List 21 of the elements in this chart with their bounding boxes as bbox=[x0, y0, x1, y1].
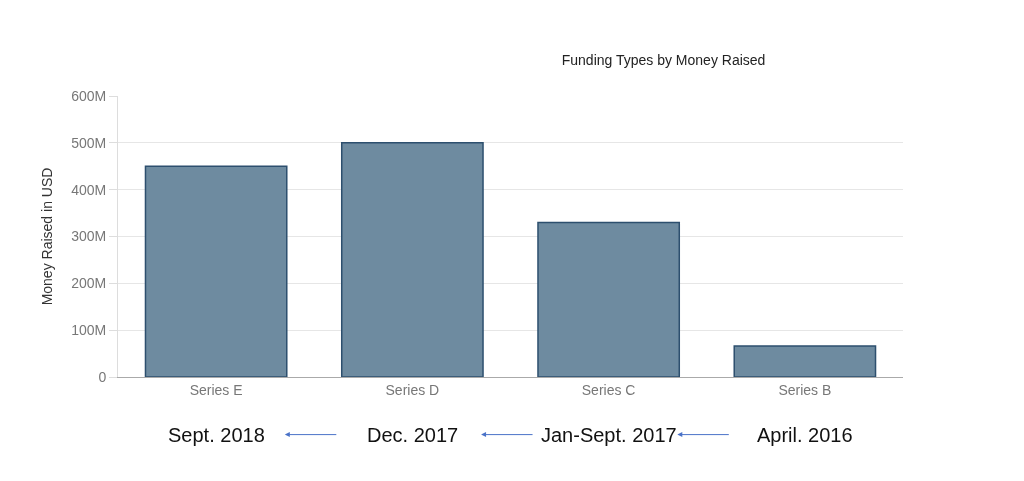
bar bbox=[340, 142, 484, 377]
y-tick-label: 200M bbox=[71, 275, 107, 292]
x-tick-label: Series E bbox=[189, 381, 243, 398]
text: Dec. 2017 bbox=[367, 424, 459, 446]
text: April. 2016 bbox=[757, 424, 853, 446]
text: Sept. 2018 bbox=[168, 424, 265, 446]
x-tick-label: Series C bbox=[581, 381, 636, 398]
chart-title: Funding Types by Money Raised bbox=[561, 52, 766, 69]
y-tick-label: 500M bbox=[71, 134, 107, 151]
bar bbox=[144, 165, 288, 377]
y-axis-title: Money Raised in USD bbox=[38, 167, 55, 306]
y-tick-label: 300M bbox=[71, 228, 107, 245]
bar bbox=[733, 345, 877, 377]
text: Jan-Sept. 2017 bbox=[541, 424, 677, 446]
y-tick-label: 100M bbox=[71, 322, 107, 339]
bar bbox=[537, 221, 681, 377]
x-tick-label: Series B bbox=[778, 381, 832, 398]
y-tick-label: 600M bbox=[71, 87, 107, 104]
y-tick-label: 0 bbox=[98, 368, 107, 385]
y-tick-label: 400M bbox=[71, 181, 107, 198]
x-tick-label: Series D bbox=[385, 381, 440, 398]
